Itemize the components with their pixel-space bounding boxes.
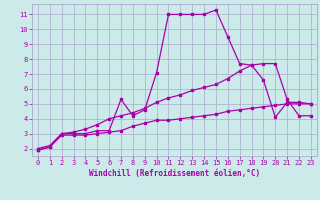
X-axis label: Windchill (Refroidissement éolien,°C): Windchill (Refroidissement éolien,°C)	[89, 169, 260, 178]
